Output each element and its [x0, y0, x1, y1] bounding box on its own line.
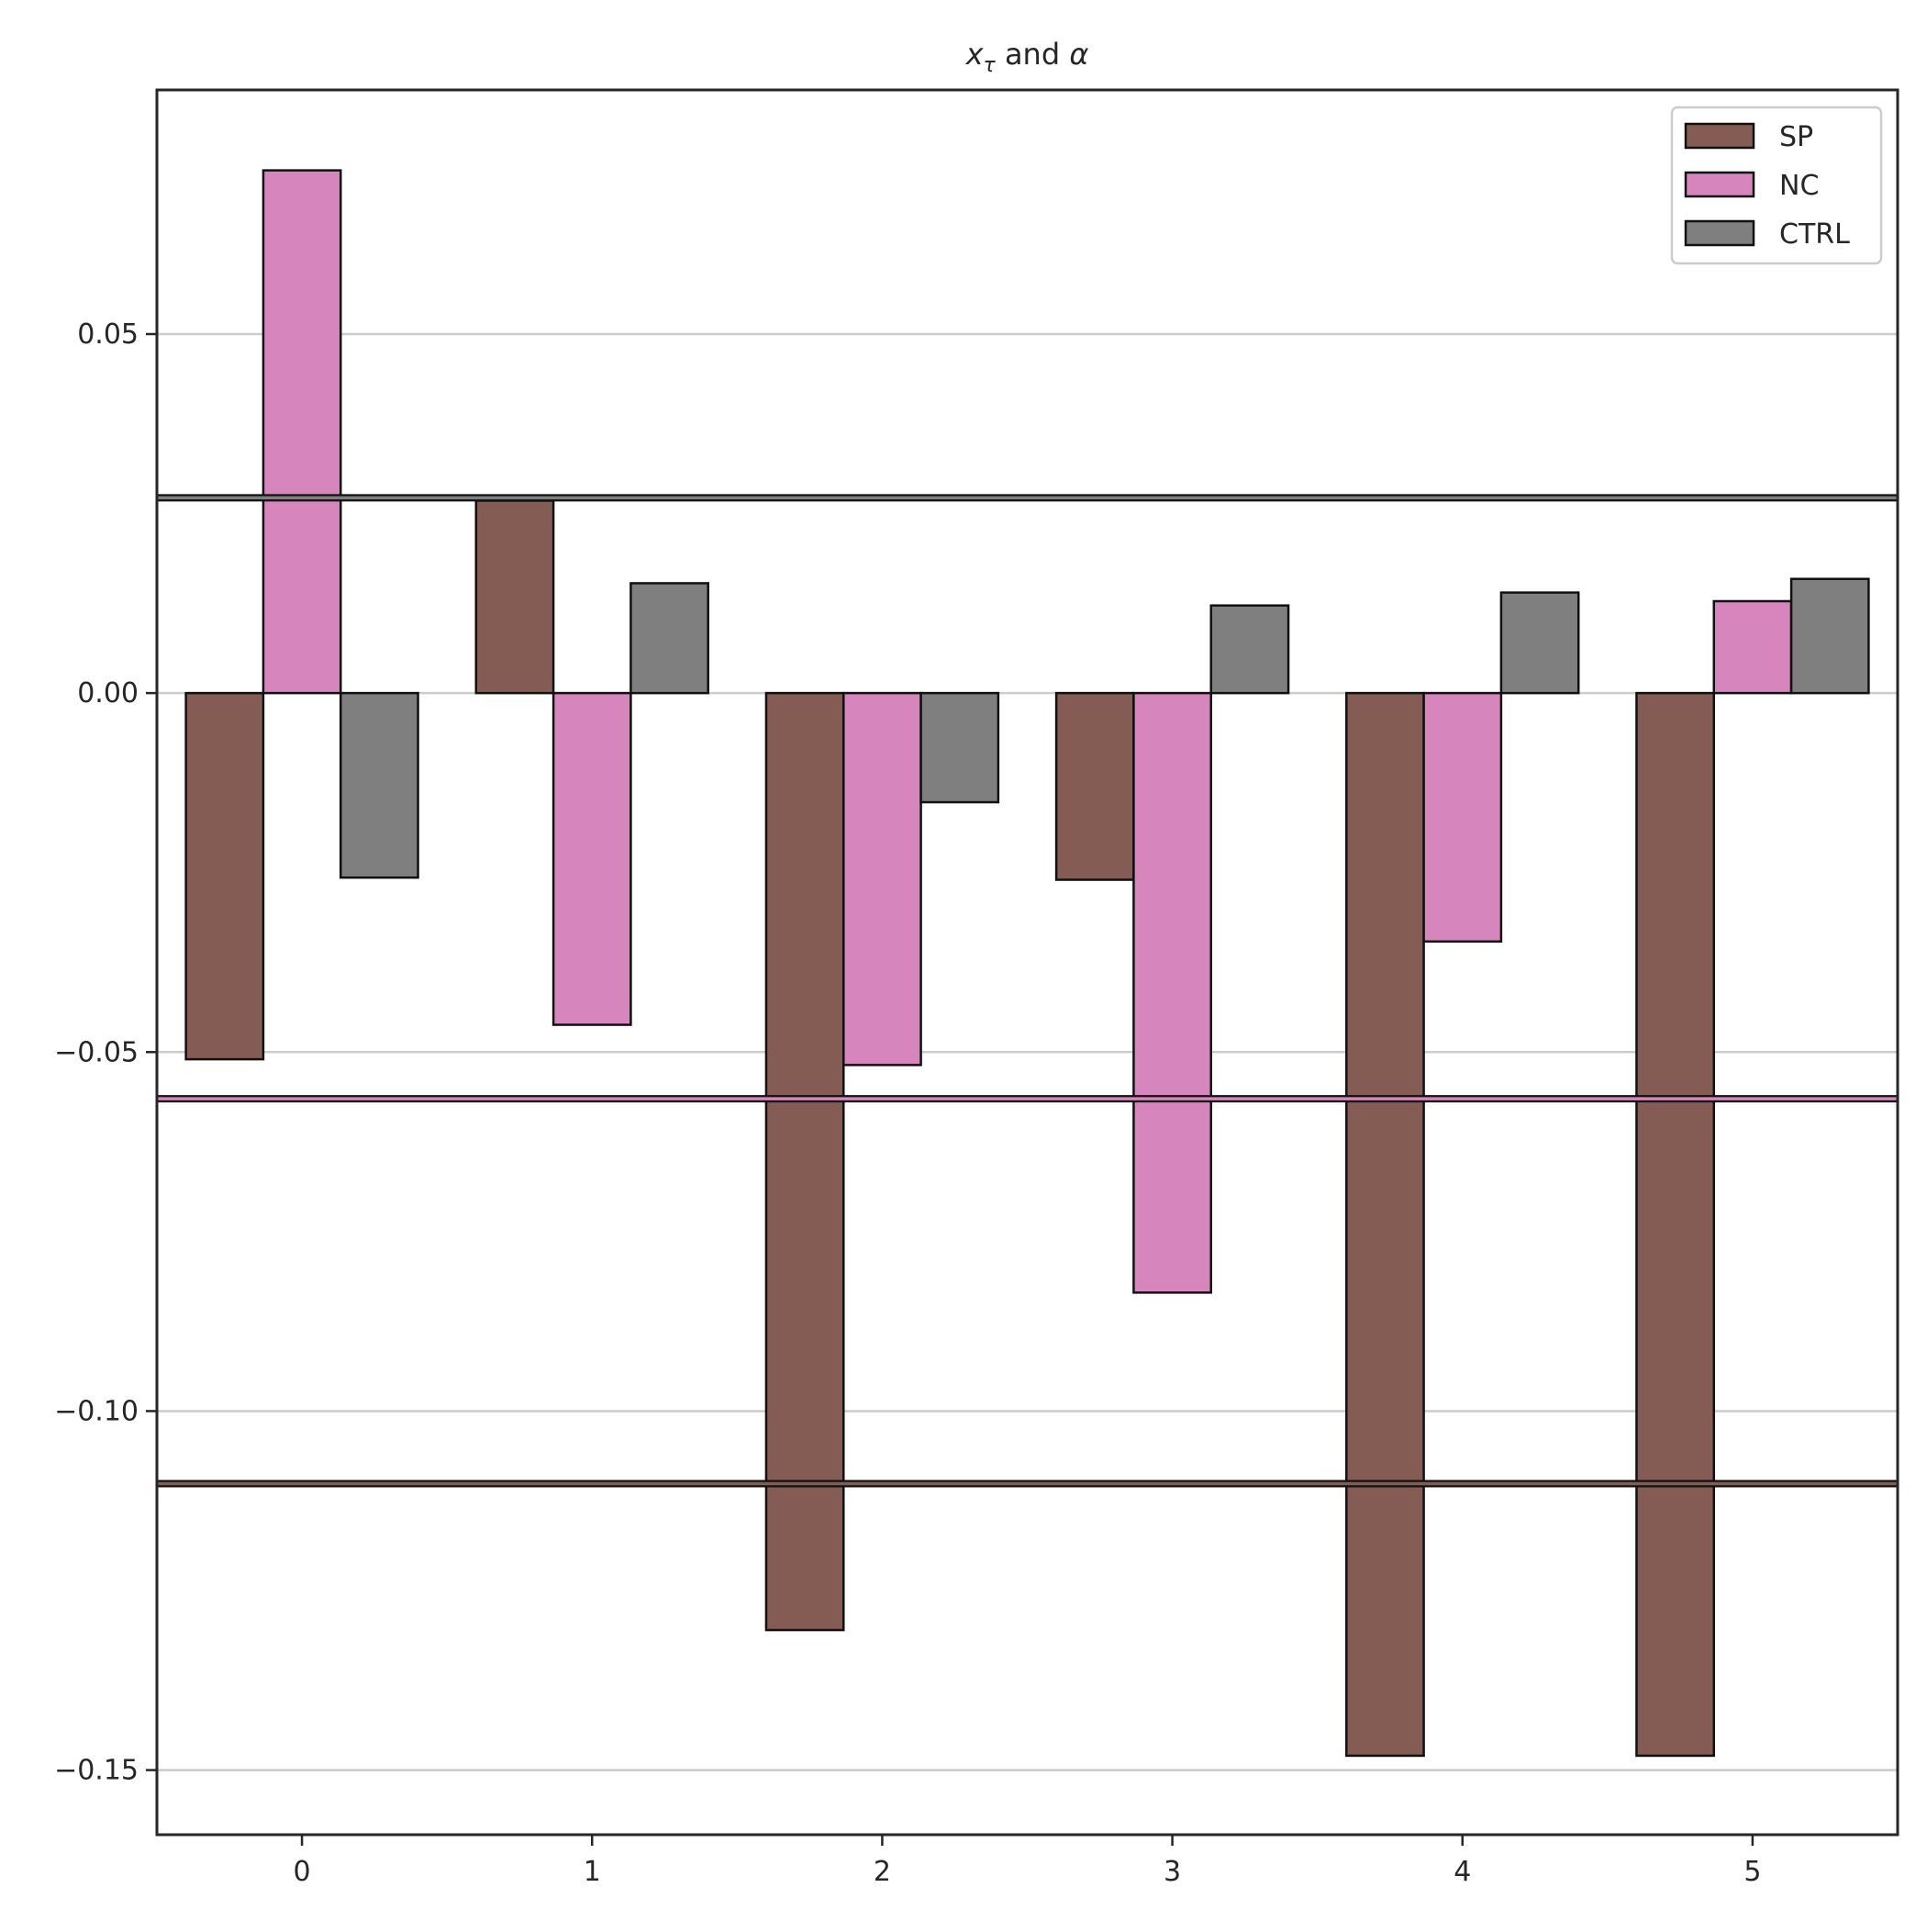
x-tick-label: 3 — [1164, 1856, 1181, 1888]
y-tick-label: 0.00 — [77, 677, 139, 709]
bar-nc-0 — [262, 169, 342, 695]
y-tick-label: −0.10 — [54, 1395, 139, 1427]
legend-label-ctrl: CTRL — [1779, 218, 1850, 251]
bar-ctrl-1 — [629, 582, 709, 695]
title-x: x — [965, 37, 985, 72]
bar-sp-2 — [764, 691, 845, 1632]
x-tick-label: 4 — [1454, 1856, 1471, 1888]
bar-sp-5 — [1635, 691, 1716, 1758]
bar-sp-1 — [474, 499, 555, 695]
bar-nc-1 — [551, 691, 632, 1026]
legend-swatch-nc — [1684, 171, 1755, 198]
legend-label-nc: NC — [1779, 170, 1819, 202]
x-tick-label: 0 — [294, 1856, 311, 1888]
bar-nc-5 — [1712, 599, 1793, 695]
bar-nc-3 — [1132, 691, 1212, 1294]
bar-ctrl-2 — [919, 691, 1000, 804]
bar-ctrl-0 — [339, 691, 419, 879]
bar-sp-3 — [1054, 691, 1135, 881]
legend-swatch-sp — [1684, 122, 1755, 150]
plot-frame — [155, 88, 1899, 1837]
bar-ctrl-5 — [1789, 577, 1870, 695]
x-tick-label: 1 — [584, 1856, 601, 1888]
y-tick-label: −0.05 — [54, 1036, 139, 1068]
bar-sp-0 — [184, 691, 265, 1061]
bar-nc-2 — [842, 691, 922, 1067]
reference-lines — [157, 494, 1898, 1488]
title-alpha: α — [1069, 37, 1088, 72]
bar-nc-4 — [1422, 691, 1503, 944]
y-tick-label: 0.05 — [77, 318, 139, 351]
bar-ctrl-4 — [1499, 591, 1580, 695]
legend-label-sp: SP — [1779, 121, 1813, 153]
bars — [184, 169, 1870, 1758]
y-tick-label: −0.15 — [54, 1755, 139, 1787]
title-subscript: τ — [984, 54, 997, 77]
bar-ctrl-3 — [1209, 604, 1290, 695]
axes: 0.05 0.00 −0.05 −0.10 −0.15 0 1 2 3 4 5 — [54, 318, 1761, 1888]
gridlines — [157, 332, 1898, 1771]
title-and: and — [996, 37, 1070, 72]
legend: SP NC CTRL — [1670, 106, 1883, 265]
x-tick-label: 2 — [874, 1856, 891, 1888]
legend-swatch-ctrl — [1684, 219, 1755, 247]
bar-sp-4 — [1345, 691, 1425, 1758]
x-tick-label: 5 — [1743, 1856, 1761, 1888]
chart-title: xτ and α — [965, 37, 1089, 77]
